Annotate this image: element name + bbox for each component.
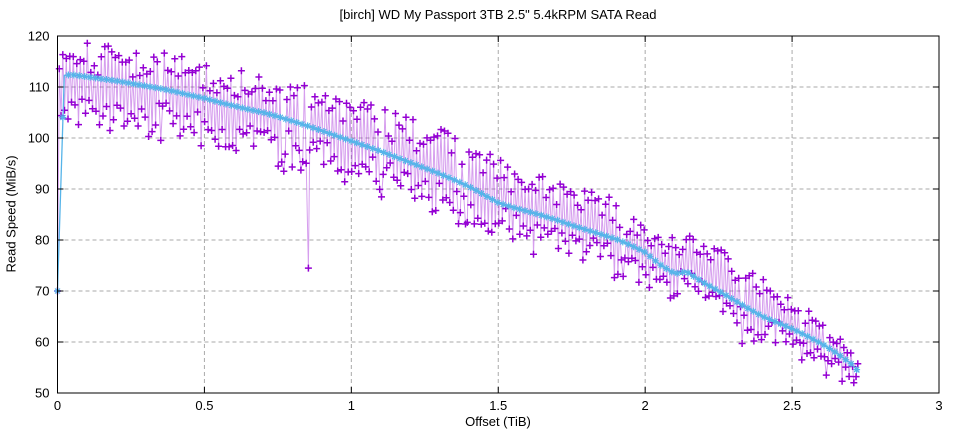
x-tick-label: 0.5: [195, 398, 213, 413]
y-axis-label: Read Speed (MiB/s): [3, 155, 19, 273]
x-tick-label: 1: [348, 398, 355, 413]
x-tick-label: 3: [935, 398, 942, 413]
x-axis-label: Offset (TiB): [465, 414, 531, 429]
y-tick-label: 100: [28, 131, 50, 146]
y-tick-label: 90: [35, 182, 49, 197]
x-tick-label: 2: [642, 398, 649, 413]
x-tick-label: 1.5: [489, 398, 507, 413]
y-tick-label: 120: [28, 29, 50, 44]
x-tick-label: 2.5: [783, 398, 801, 413]
chart-title: [birch] WD My Passport 3TB 2.5" 5.4kRPM …: [339, 7, 657, 22]
y-tick-label: 80: [35, 233, 49, 248]
y-tick-label: 110: [29, 80, 50, 95]
y-tick-label: 50: [35, 386, 49, 401]
x-tick-label: 0: [54, 398, 61, 413]
y-tick-label: 60: [35, 335, 49, 350]
raw-series-line: [57, 43, 859, 383]
y-tick-label: 70: [35, 284, 49, 299]
smoothed-series-markers: [54, 71, 861, 374]
